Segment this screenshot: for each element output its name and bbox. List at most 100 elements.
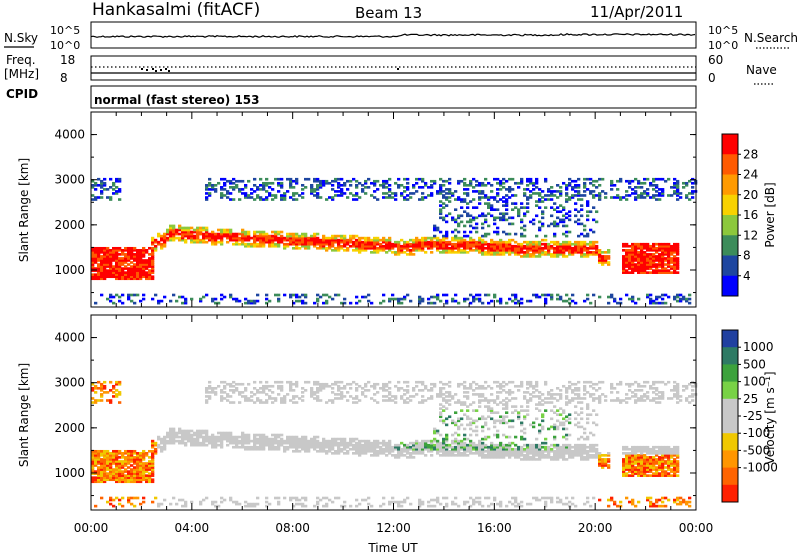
- power-cell: [292, 236, 296, 240]
- power-cell: [103, 265, 107, 268]
- power-cell: [292, 232, 296, 236]
- power-cell: [637, 259, 641, 262]
- power-cell: [358, 196, 362, 199]
- power-cell: [340, 236, 344, 240]
- velocity-cell: [505, 454, 509, 457]
- power-cell: [622, 259, 626, 262]
- power-cell: [313, 188, 317, 191]
- velocity-cell: [340, 397, 344, 400]
- power-cell: [430, 194, 434, 197]
- velocity-cell: [112, 449, 116, 453]
- velocity-cell: [484, 454, 488, 457]
- power-cell: [475, 216, 479, 220]
- velocity-cell: [397, 445, 401, 449]
- velocity-cell: [340, 380, 344, 384]
- power-cell: [604, 251, 608, 254]
- power-cell: [265, 190, 269, 193]
- velocity-cell: [349, 441, 353, 445]
- power-cell: [559, 218, 563, 222]
- power-cell: [553, 251, 557, 254]
- velocity-cell: [580, 417, 584, 421]
- power-cell: [349, 183, 353, 187]
- power-cell: [397, 244, 401, 248]
- velocity-cell: [343, 384, 347, 388]
- velocity-cell: [526, 456, 530, 459]
- velocity-cell: [343, 437, 347, 441]
- velocity-cell: [103, 384, 107, 388]
- velocity-cell: [214, 443, 218, 447]
- velocity-cell: [415, 451, 419, 455]
- power-cell: [232, 186, 236, 189]
- power-cell: [124, 275, 128, 279]
- power-cell: [103, 248, 107, 252]
- velocity-cell: [124, 478, 128, 482]
- power-cell: [475, 242, 479, 246]
- velocity-cell: [547, 449, 551, 453]
- velocity-cell: [379, 386, 383, 390]
- power-cell: [508, 238, 512, 242]
- power-cell: [388, 236, 392, 240]
- power-cell: [664, 267, 668, 270]
- power-cell: [463, 181, 467, 185]
- velocity-cell: [166, 441, 170, 445]
- velocity-cell: [247, 447, 251, 451]
- power-cell: [235, 232, 239, 236]
- power-cell: [256, 196, 260, 199]
- power-cell: [160, 236, 164, 240]
- power-cell: [412, 242, 416, 246]
- velocity-cell: [457, 504, 461, 508]
- power-cell: [397, 297, 401, 301]
- velocity-cell: [361, 498, 365, 502]
- power-cell: [310, 236, 314, 240]
- velocity-cell: [283, 395, 287, 398]
- velocity-cell: [355, 445, 359, 449]
- power-cell: [124, 255, 128, 258]
- power-cell: [100, 183, 104, 187]
- velocity-cell: [124, 480, 128, 484]
- power-cell: [652, 244, 656, 248]
- power-cell: [478, 196, 482, 199]
- power-cell: [586, 218, 590, 222]
- velocity-cell: [304, 439, 308, 443]
- velocity-cell: [253, 435, 257, 439]
- power-cell: [313, 234, 317, 238]
- velocity-cell: [169, 502, 173, 506]
- power-cell: [388, 242, 392, 246]
- power-cell: [346, 242, 350, 246]
- power-cell: [118, 299, 122, 303]
- velocity-cell: [451, 397, 455, 400]
- velocity-cell: [325, 384, 329, 388]
- power-cell: [472, 244, 476, 248]
- power-cell: [403, 295, 407, 299]
- power-cell: [154, 240, 158, 244]
- velocity-cell: [508, 447, 512, 451]
- power-cell: [376, 246, 380, 250]
- velocity-cell: [547, 401, 551, 404]
- velocity-cell: [97, 466, 101, 469]
- velocity-cell: [127, 474, 131, 477]
- velocity-cell: [559, 451, 563, 455]
- velocity-cell: [142, 451, 146, 455]
- velocity-cell: [289, 382, 293, 386]
- velocity-cell: [94, 451, 98, 455]
- power-cell: [676, 188, 680, 191]
- velocity-cell: [283, 399, 287, 402]
- velocity-cell: [577, 421, 581, 425]
- velocity-cell: [106, 449, 110, 453]
- velocity-cell: [370, 443, 374, 447]
- velocity-cell: [313, 391, 317, 394]
- velocity-cell: [568, 443, 572, 447]
- power-cell: [472, 238, 476, 242]
- velocity-cell: [271, 441, 275, 445]
- power-cell: [340, 240, 344, 244]
- velocity-cell: [322, 496, 326, 500]
- power-cell: [688, 301, 692, 305]
- velocity-cell: [385, 447, 389, 451]
- power-cell: [676, 253, 680, 256]
- power-cell: [130, 277, 134, 281]
- velocity-cell: [424, 447, 428, 451]
- velocity-cell: [475, 445, 479, 449]
- power-cell: [235, 299, 239, 303]
- power-cell: [190, 297, 194, 301]
- velocity-cell: [496, 435, 500, 439]
